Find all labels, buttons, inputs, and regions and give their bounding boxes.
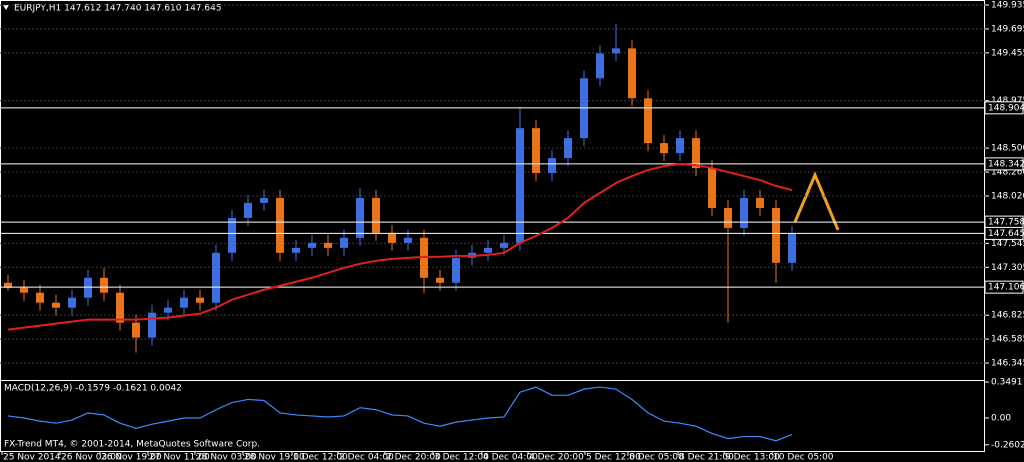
x-tick-label: 28 Nov 19:00 [244,453,305,462]
x-tick-label: 2 Dec 20:00 [386,453,441,462]
candle-body [708,168,716,208]
y-tick-label: 146.585 [991,335,1024,345]
candle-body [68,297,76,308]
y-tick-label: 148.975 [991,96,1024,106]
x-tick-label: 5 Dec 12:00 [586,453,641,462]
candle-body [36,292,44,303]
candle-body [676,138,684,154]
candle-body [52,302,60,308]
candle-body [340,237,348,248]
x-tick-label: 28 Nov 03:00 [196,453,257,462]
candle-body [228,217,236,253]
x-tick-label: 2 Dec 04:00 [339,453,394,462]
candle-body [372,197,380,233]
candle-body [196,297,204,303]
x-tick-label: 26 Nov 19:00 [101,453,162,462]
macd-title: MACD(12,26,9) -0.1579 -0.1621 0.0042 [4,384,182,394]
candle-body [436,277,444,283]
candle-body [692,138,700,169]
chart-title: EURJPY,H1 147.612 147.740 147.610 147.64… [14,4,222,14]
candle-body [276,197,284,253]
x-tick-label: 4 Dec 04:00 [483,453,538,462]
y-tick-label: 0.3491 [991,378,1023,388]
y-tick-label: 148.260 [991,168,1024,178]
candle-body [388,232,396,243]
candle-body [100,277,108,293]
series-line [7,386,793,442]
candle-body [772,207,780,263]
title-arrow [3,5,9,10]
x-tick-label: 4 Dec 20:00 [529,453,584,462]
y-tick-label: 146.345 [991,359,1024,369]
level-label-box [984,101,1024,115]
y-tick-label: 147.305 [991,263,1024,273]
zigzag-projection [793,171,840,231]
candle-body [324,242,332,248]
candle-body [564,138,572,159]
candle-body [596,53,604,79]
level-label-box [984,280,1024,294]
x-tick-label: 8 Dec 05:00 [629,453,684,462]
candle-body [180,297,188,308]
level-label-box [984,157,1024,171]
candle-body [484,247,492,253]
candle-body [532,128,540,174]
y-tick-label: 146.825 [991,311,1024,321]
x-tick-label: 25 Nov 2014 [3,453,61,462]
candle-body [628,48,636,99]
candle-body [132,322,140,338]
y-tick-label: 148.020 [991,191,1024,201]
candle-body [292,247,300,253]
candle-body [612,48,620,54]
candle-body [20,287,28,293]
plot-frame [0,0,985,452]
x-tick-label: 1 Dec 12:00 [293,453,348,462]
candle-body [516,128,524,243]
candle-body [724,207,732,228]
candle-body [260,197,268,203]
level-label: 147.758 [988,218,1024,228]
candle-body [116,292,124,323]
candle-body [356,197,364,238]
candle-body [4,282,12,288]
candle-body [644,98,652,144]
x-tick-label: 10 Dec 05:00 [773,453,834,462]
candle-body [788,233,796,263]
y-tick-label: 149.935 [991,0,1024,10]
candle-body [164,307,172,313]
y-tick-label: -0.2602 [991,440,1024,450]
candle-body [84,277,92,298]
level-label-box [984,226,1024,240]
candle-body [452,257,460,283]
y-tick-label: 0.00 [991,414,1011,424]
x-tick-label: 27 Nov 11:00 [149,453,210,462]
x-tick-label: 26 Nov 03:00 [61,453,122,462]
level-label: 147.645 [988,229,1024,239]
candle-body [756,197,764,208]
x-tick-label: 3 Dec 12:00 [434,453,489,462]
x-tick-label: 8 Dec 21:00 [679,453,734,462]
candle-body [660,143,668,154]
copyright: FX-Trend MT4, © 2001-2014, MetaQuotes So… [4,440,260,450]
y-tick-label: 149.455 [991,48,1024,58]
level-label: 148.904 [988,103,1024,113]
candle-body [244,202,252,218]
candle-body [500,242,508,248]
candle-body [404,237,412,243]
candle-body [740,197,748,228]
x-tick-label: 9 Dec 13:00 [725,453,780,462]
candle-body [148,312,156,338]
level-label: 148.342 [988,159,1024,169]
candle-body [212,252,220,303]
y-tick-label: 147.545 [991,239,1024,249]
candle-body [308,242,316,248]
y-tick-label: 148.500 [991,144,1024,154]
candle-body [548,158,556,174]
y-tick-label: 149.695 [991,24,1024,34]
series-line [7,163,793,331]
level-label: 147.106 [988,283,1024,293]
